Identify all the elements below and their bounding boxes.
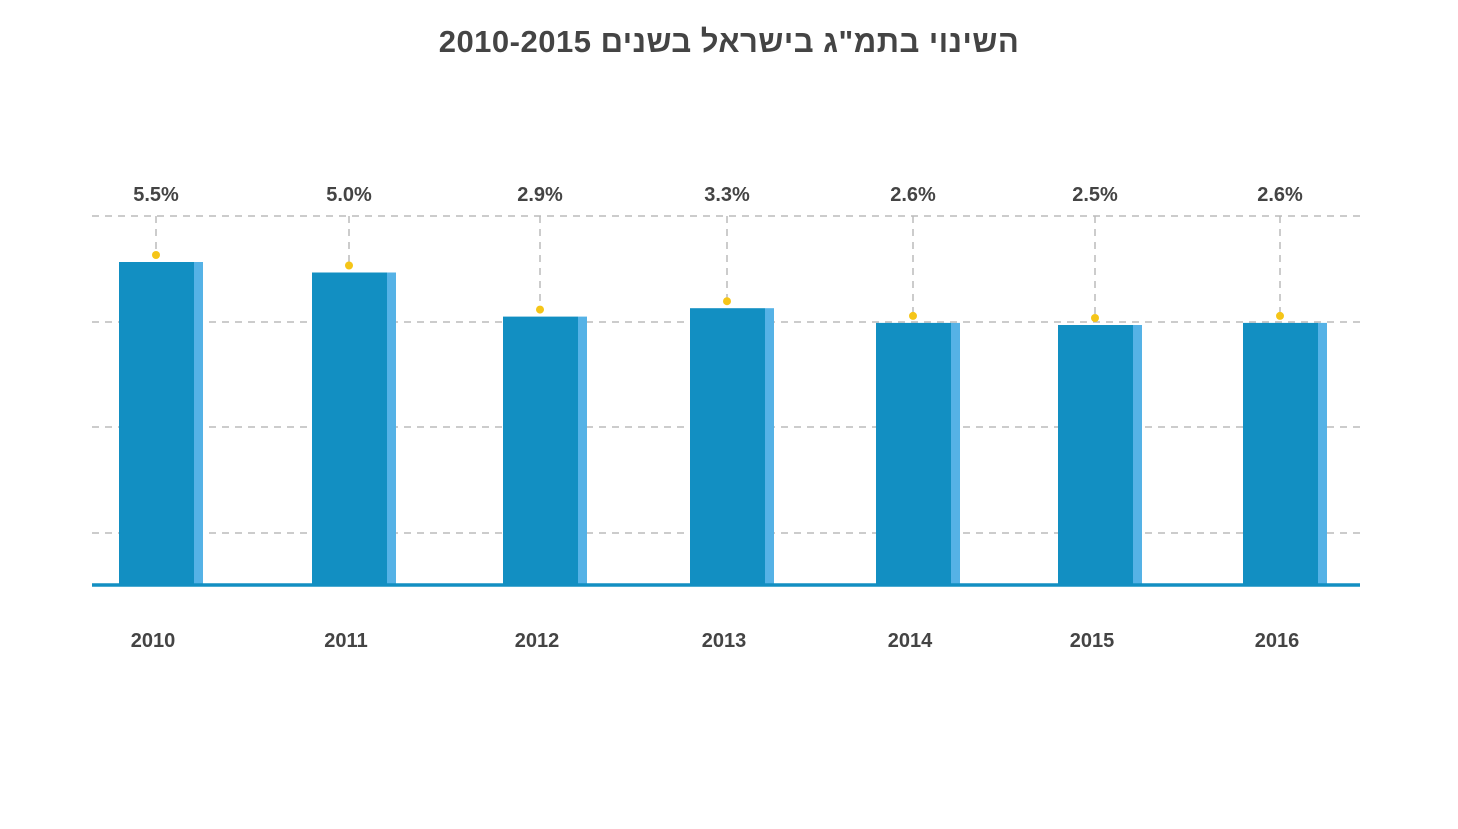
bar-2011 xyxy=(312,272,387,585)
x-tick-label: 2013 xyxy=(702,630,747,652)
bar-2010 xyxy=(119,262,194,585)
value-dot xyxy=(1276,311,1284,320)
x-tick-label: 2014 xyxy=(888,630,933,652)
bar-2014 xyxy=(876,322,951,585)
bar-2012 xyxy=(503,316,578,585)
value-label: 3.3% xyxy=(704,184,750,206)
bar-2013 xyxy=(690,308,765,585)
chart-title: השינוי בתמ"ג בישראל בשנים 2010-2015 xyxy=(438,24,1020,59)
value-label: 5.0% xyxy=(326,184,372,206)
value-label: 2.6% xyxy=(1257,184,1303,206)
x-tick-label: 2016 xyxy=(1255,630,1300,652)
value-dot xyxy=(909,311,917,320)
value-dot xyxy=(1091,314,1099,322)
bar-side xyxy=(765,308,774,585)
x-tick-label: 2010 xyxy=(131,630,176,652)
value-label: 2.5% xyxy=(1072,184,1118,206)
bar-2015 xyxy=(1058,325,1133,585)
value-dot xyxy=(723,297,731,306)
value-label: 5.5% xyxy=(133,184,179,206)
bar-side xyxy=(578,316,587,585)
value-label: 2.6% xyxy=(890,184,936,206)
value-label: 2.9% xyxy=(517,184,563,206)
x-tick-label: 2011 xyxy=(324,630,367,652)
bar-side xyxy=(387,272,396,585)
value-dot xyxy=(152,251,160,259)
value-dot xyxy=(536,305,544,314)
bar-side xyxy=(1133,325,1142,585)
bar-side xyxy=(194,262,203,585)
bar-side xyxy=(951,322,960,585)
x-tick-label: 2012 xyxy=(515,630,560,652)
bar-side xyxy=(1318,322,1327,585)
x-tick-label: 2015 xyxy=(1070,630,1115,652)
bar-2016 xyxy=(1243,322,1318,585)
value-dot xyxy=(345,261,353,270)
